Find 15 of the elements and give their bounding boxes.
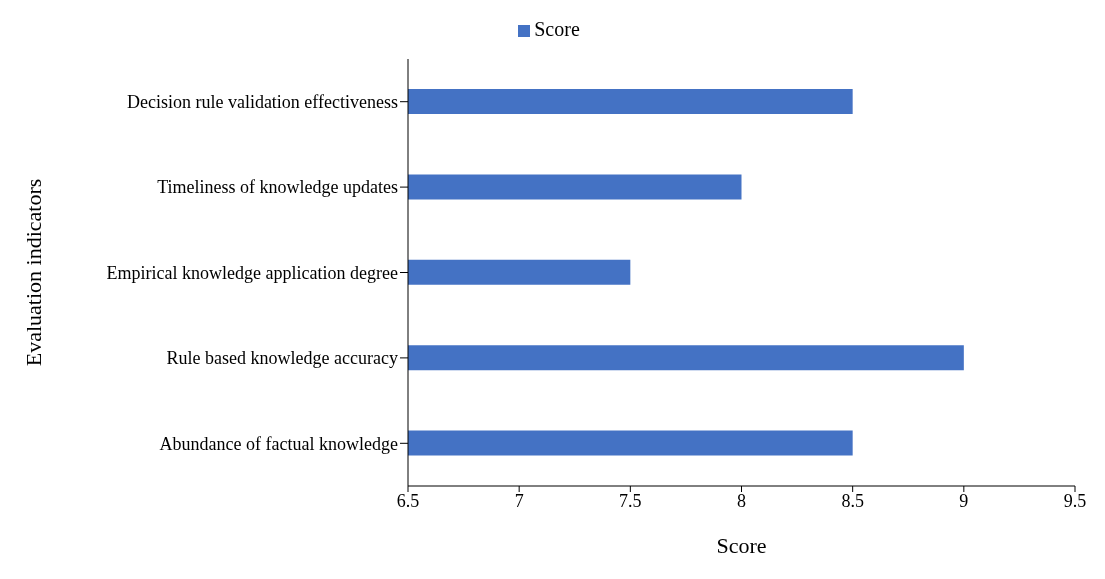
y-tick-label: Empirical knowledge application degree xyxy=(106,262,398,283)
y-axis-title: Evaluation indicators xyxy=(20,178,46,367)
y-tick-label: Decision rule validation effectiveness xyxy=(126,92,398,113)
x-tick-label: 7 xyxy=(514,490,524,511)
y-tick-label: Timeliness of knowledge updates xyxy=(157,177,398,198)
x-axis-title: Score xyxy=(716,533,767,558)
x-tick-label: 7.5 xyxy=(619,490,642,511)
y-tick-label: Abundance of factual knowledge xyxy=(159,433,399,454)
x-tick-label: 8.5 xyxy=(841,490,864,511)
x-tick-label: 6.5 xyxy=(396,490,420,511)
x-tick-label: 9.5 xyxy=(1063,490,1087,511)
x-tick-label: 9 xyxy=(959,490,969,511)
x-tick-label: 8 xyxy=(737,490,746,511)
y-tick-label: Rule based knowledge accuracy xyxy=(166,348,398,369)
legend-label: Score xyxy=(534,18,580,40)
